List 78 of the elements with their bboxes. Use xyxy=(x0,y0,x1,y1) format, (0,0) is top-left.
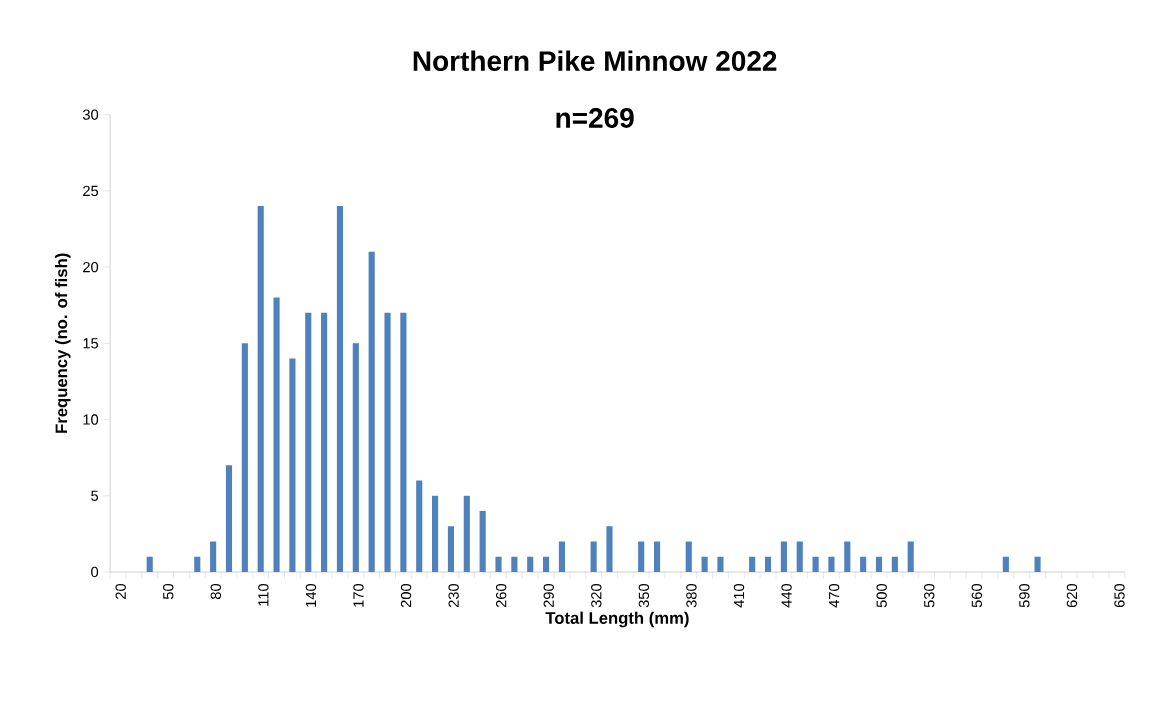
bar xyxy=(321,312,328,572)
x-tick-label: 560 xyxy=(971,583,982,608)
bar xyxy=(463,495,470,572)
x-tick-label: 530 xyxy=(924,583,935,608)
y-axis-title: Frequency (no. of fish) xyxy=(55,253,71,433)
x-tick-label: 290 xyxy=(543,583,554,608)
bar xyxy=(796,541,803,572)
bar xyxy=(400,312,407,572)
x-tick-label: 20 xyxy=(115,583,126,599)
x-axis-title: Total Length (mm) xyxy=(545,611,689,628)
x-tick-label: 650 xyxy=(1114,583,1125,608)
x-tick-label: 50 xyxy=(163,583,174,600)
bar xyxy=(479,511,486,572)
bar xyxy=(701,556,708,572)
x-tick-label: 500 xyxy=(876,583,887,608)
x-tick-label: 140 xyxy=(305,583,317,607)
y-tick-label: 15 xyxy=(83,338,99,349)
chart-title: Northern Pike Minnow 2022 xyxy=(413,50,777,71)
bar xyxy=(1034,556,1041,572)
bar xyxy=(447,526,455,572)
bar xyxy=(812,556,819,572)
bar xyxy=(590,541,597,572)
y-tick-label: 20 xyxy=(83,261,99,273)
bar xyxy=(511,556,518,572)
bar xyxy=(606,526,613,572)
bar xyxy=(780,541,787,572)
bar xyxy=(225,465,233,572)
bar xyxy=(527,556,534,572)
bar xyxy=(432,495,439,572)
bar xyxy=(257,206,264,572)
x-tick-label: 590 xyxy=(1019,583,1030,608)
bar xyxy=(384,312,391,572)
bar xyxy=(685,541,692,572)
bar xyxy=(194,556,201,572)
x-tick-label: 410 xyxy=(733,583,745,608)
y-tick-label: 30 xyxy=(82,109,99,120)
x-tick-label: 200 xyxy=(400,583,412,608)
bar xyxy=(146,556,153,572)
bar xyxy=(891,556,898,572)
y-tick-label: 5 xyxy=(91,490,99,501)
bar xyxy=(210,541,217,572)
bar xyxy=(638,541,645,572)
x-tick-label: 110 xyxy=(258,583,269,606)
x-tick-label: 470 xyxy=(828,583,840,608)
bar xyxy=(653,541,661,572)
bar xyxy=(241,343,248,572)
x-tick-label: 230 xyxy=(448,583,459,608)
bar xyxy=(875,556,883,572)
x-tick-label: 260 xyxy=(496,583,507,608)
y-tick-label: 25 xyxy=(83,185,99,197)
bar xyxy=(495,556,502,572)
x-tick-label: 440 xyxy=(781,583,792,608)
bar xyxy=(764,556,772,572)
bar xyxy=(368,251,375,572)
bar xyxy=(558,541,565,572)
chart-subtitle: n=269 xyxy=(556,108,634,128)
x-tick-label: 320 xyxy=(591,583,602,608)
bar xyxy=(305,312,312,572)
x-tick-label: 170 xyxy=(353,583,364,607)
y-tick-label: 10 xyxy=(83,414,99,425)
bar xyxy=(273,297,280,572)
bar xyxy=(416,480,423,572)
bar xyxy=(844,541,851,572)
bar xyxy=(336,206,344,572)
x-tick-label: 350 xyxy=(638,583,650,608)
y-tick-label: 0 xyxy=(91,566,99,578)
bar xyxy=(289,358,296,572)
bar xyxy=(1002,556,1009,572)
bar xyxy=(543,556,550,572)
bar xyxy=(717,556,724,572)
x-tick-label: 380 xyxy=(686,583,697,608)
bar xyxy=(907,541,914,572)
bar xyxy=(749,556,756,572)
bar xyxy=(352,343,359,572)
x-tick-label: 80 xyxy=(210,583,221,600)
x-tick-label: 620 xyxy=(1066,583,1078,608)
bar xyxy=(860,556,867,572)
bar xyxy=(828,556,835,572)
